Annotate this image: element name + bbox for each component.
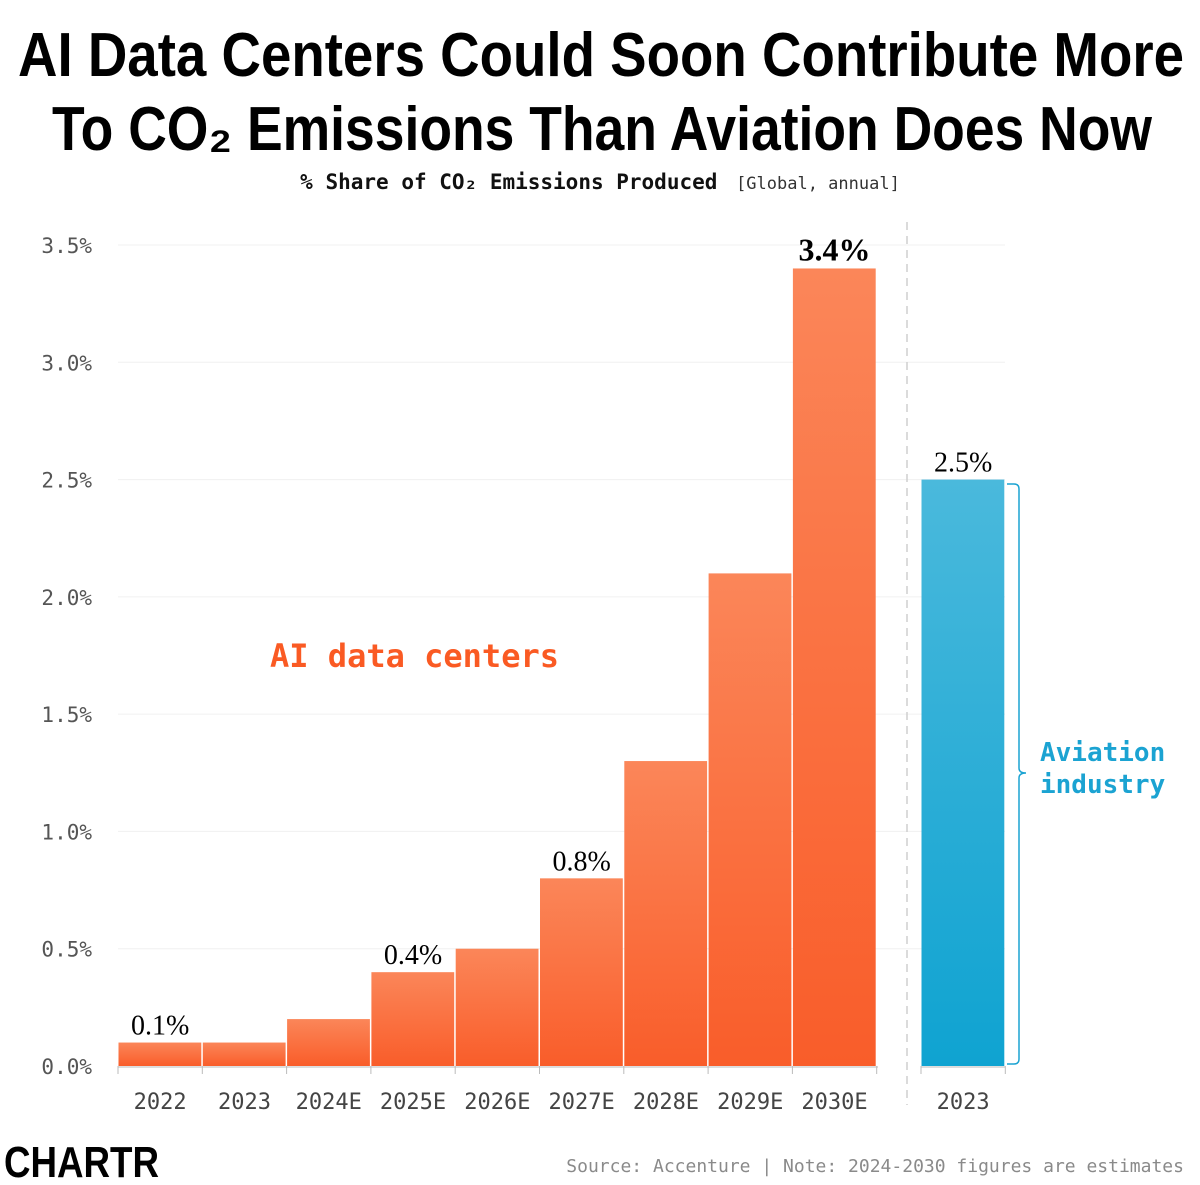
subtitle-note: [Global, annual] (736, 174, 900, 194)
source-note: Source: Accenture | Note: 2024-2030 figu… (566, 1156, 1184, 1177)
subtitle-main: % Share of CO₂ Emissions Produced (300, 170, 717, 194)
x-tick-label: 2028E (633, 1090, 699, 1115)
data-label: 2.5% (934, 448, 992, 479)
x-tick-label: 2023 (218, 1090, 271, 1115)
chartr-logo: CHARTR (4, 1138, 159, 1185)
x-tick-label: 2023 (937, 1090, 990, 1115)
y-tick-label: 0.5% (41, 938, 92, 962)
chart-subtitle: % Share of CO₂ Emissions Produced [Globa… (300, 170, 900, 194)
x-tick-label: 2029E (717, 1090, 783, 1115)
bar (202, 1042, 286, 1066)
data-label: 3.4% (799, 231, 871, 267)
bar (371, 972, 455, 1066)
aviation-bracket (1007, 483, 1027, 1065)
chart-title-line-1: AI Data Centers Could Soon Contribute Mo… (18, 21, 1184, 90)
x-tick-label: 2022 (134, 1090, 187, 1115)
x-axis: 2022 2023 2024E 2025E 2026E 2027E 2028E 2029E 20… (117, 1066, 1006, 1115)
y-tick-label: 1.5% (41, 703, 92, 727)
bar (118, 1042, 202, 1066)
bar (792, 268, 876, 1066)
bar (455, 948, 539, 1066)
bar (921, 479, 1005, 1067)
series-label-aviation: Aviation industry (1040, 738, 1181, 800)
bar (287, 1019, 370, 1066)
y-tick-label: 3.0% (41, 351, 92, 375)
bar (624, 761, 708, 1066)
bars: 0.1% 0.4% 0.8% 3.4% 2.5% (118, 231, 1005, 1067)
x-tick-label: 2025E (380, 1090, 446, 1115)
y-tick-label: 2.5% (41, 469, 92, 493)
grid (118, 244, 1005, 950)
x-tick-label: 2027E (549, 1090, 615, 1115)
aviation-label-line-2: industry (1040, 770, 1165, 800)
x-tick-label: 2026E (464, 1090, 530, 1115)
data-label: 0.4% (384, 940, 442, 971)
data-label: 0.8% (552, 846, 610, 877)
chart-title-line-2: To CO₂ Emissions Than Aviation Does Now (52, 95, 1153, 164)
y-tick-label: 3.5% (41, 234, 92, 258)
data-label: 0.1% (131, 1011, 189, 1042)
bar (708, 573, 792, 1066)
bar (540, 878, 623, 1066)
aviation-label-line-1: Aviation (1040, 738, 1165, 768)
y-tick-label: 1.0% (41, 820, 92, 844)
x-tick-label: 2030E (801, 1090, 867, 1115)
series-label-ai-data-centers: AI data centers (270, 637, 559, 675)
y-tick-label: 0.0% (41, 1055, 92, 1079)
y-tick-label: 2.0% (41, 586, 92, 610)
x-tick-label: 2024E (296, 1090, 362, 1115)
y-axis: 0.0% 0.5% 1.0% 1.5% 2.0% 2.5% 3.0% 3.5% (41, 234, 92, 1079)
